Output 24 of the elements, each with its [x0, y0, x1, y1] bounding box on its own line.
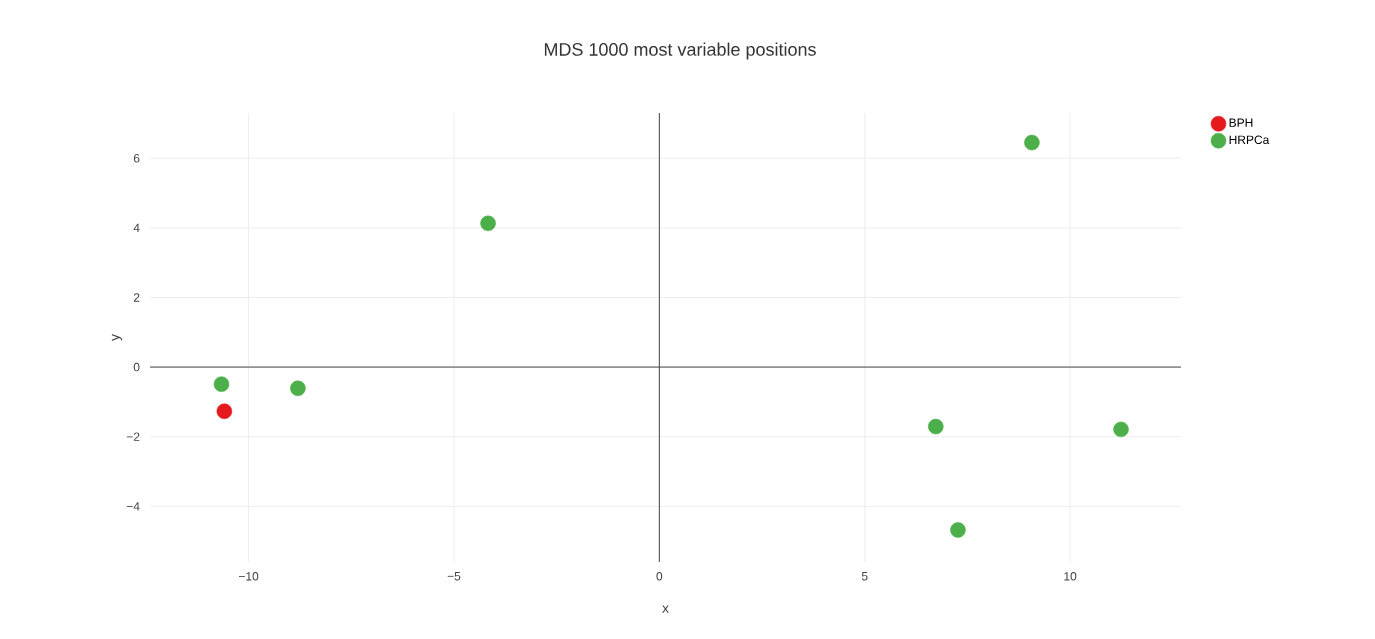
y-tick-label: −2 [126, 432, 140, 441]
point [213, 376, 230, 392]
y-axis-title: y [111, 334, 123, 341]
y-tick-label: 0 [133, 362, 140, 372]
y-tick-label: 2 [133, 293, 140, 302]
y-tick-label: 4 [133, 223, 140, 232]
point [1113, 421, 1129, 438]
point [1024, 134, 1040, 151]
x-axis-title: x [662, 605, 669, 613]
point [950, 522, 966, 538]
x-tick-label: 10 [1064, 572, 1077, 581]
legend-label: BPH [1229, 118, 1253, 127]
point [480, 215, 496, 232]
x-tick-label: 0 [656, 572, 663, 581]
point [928, 418, 944, 435]
x-tick-label: −5 [447, 572, 461, 581]
y-tick-label: 6 [133, 153, 140, 163]
chart-title: MDS 1000 most variable positions [544, 42, 816, 60]
point [290, 380, 306, 397]
x-tick-label: −10 [239, 572, 259, 581]
x-tick-label: 5 [861, 572, 868, 581]
point [216, 403, 233, 420]
legend-label: HRPCa [1229, 135, 1270, 145]
y-tick-label: −4 [126, 502, 140, 511]
